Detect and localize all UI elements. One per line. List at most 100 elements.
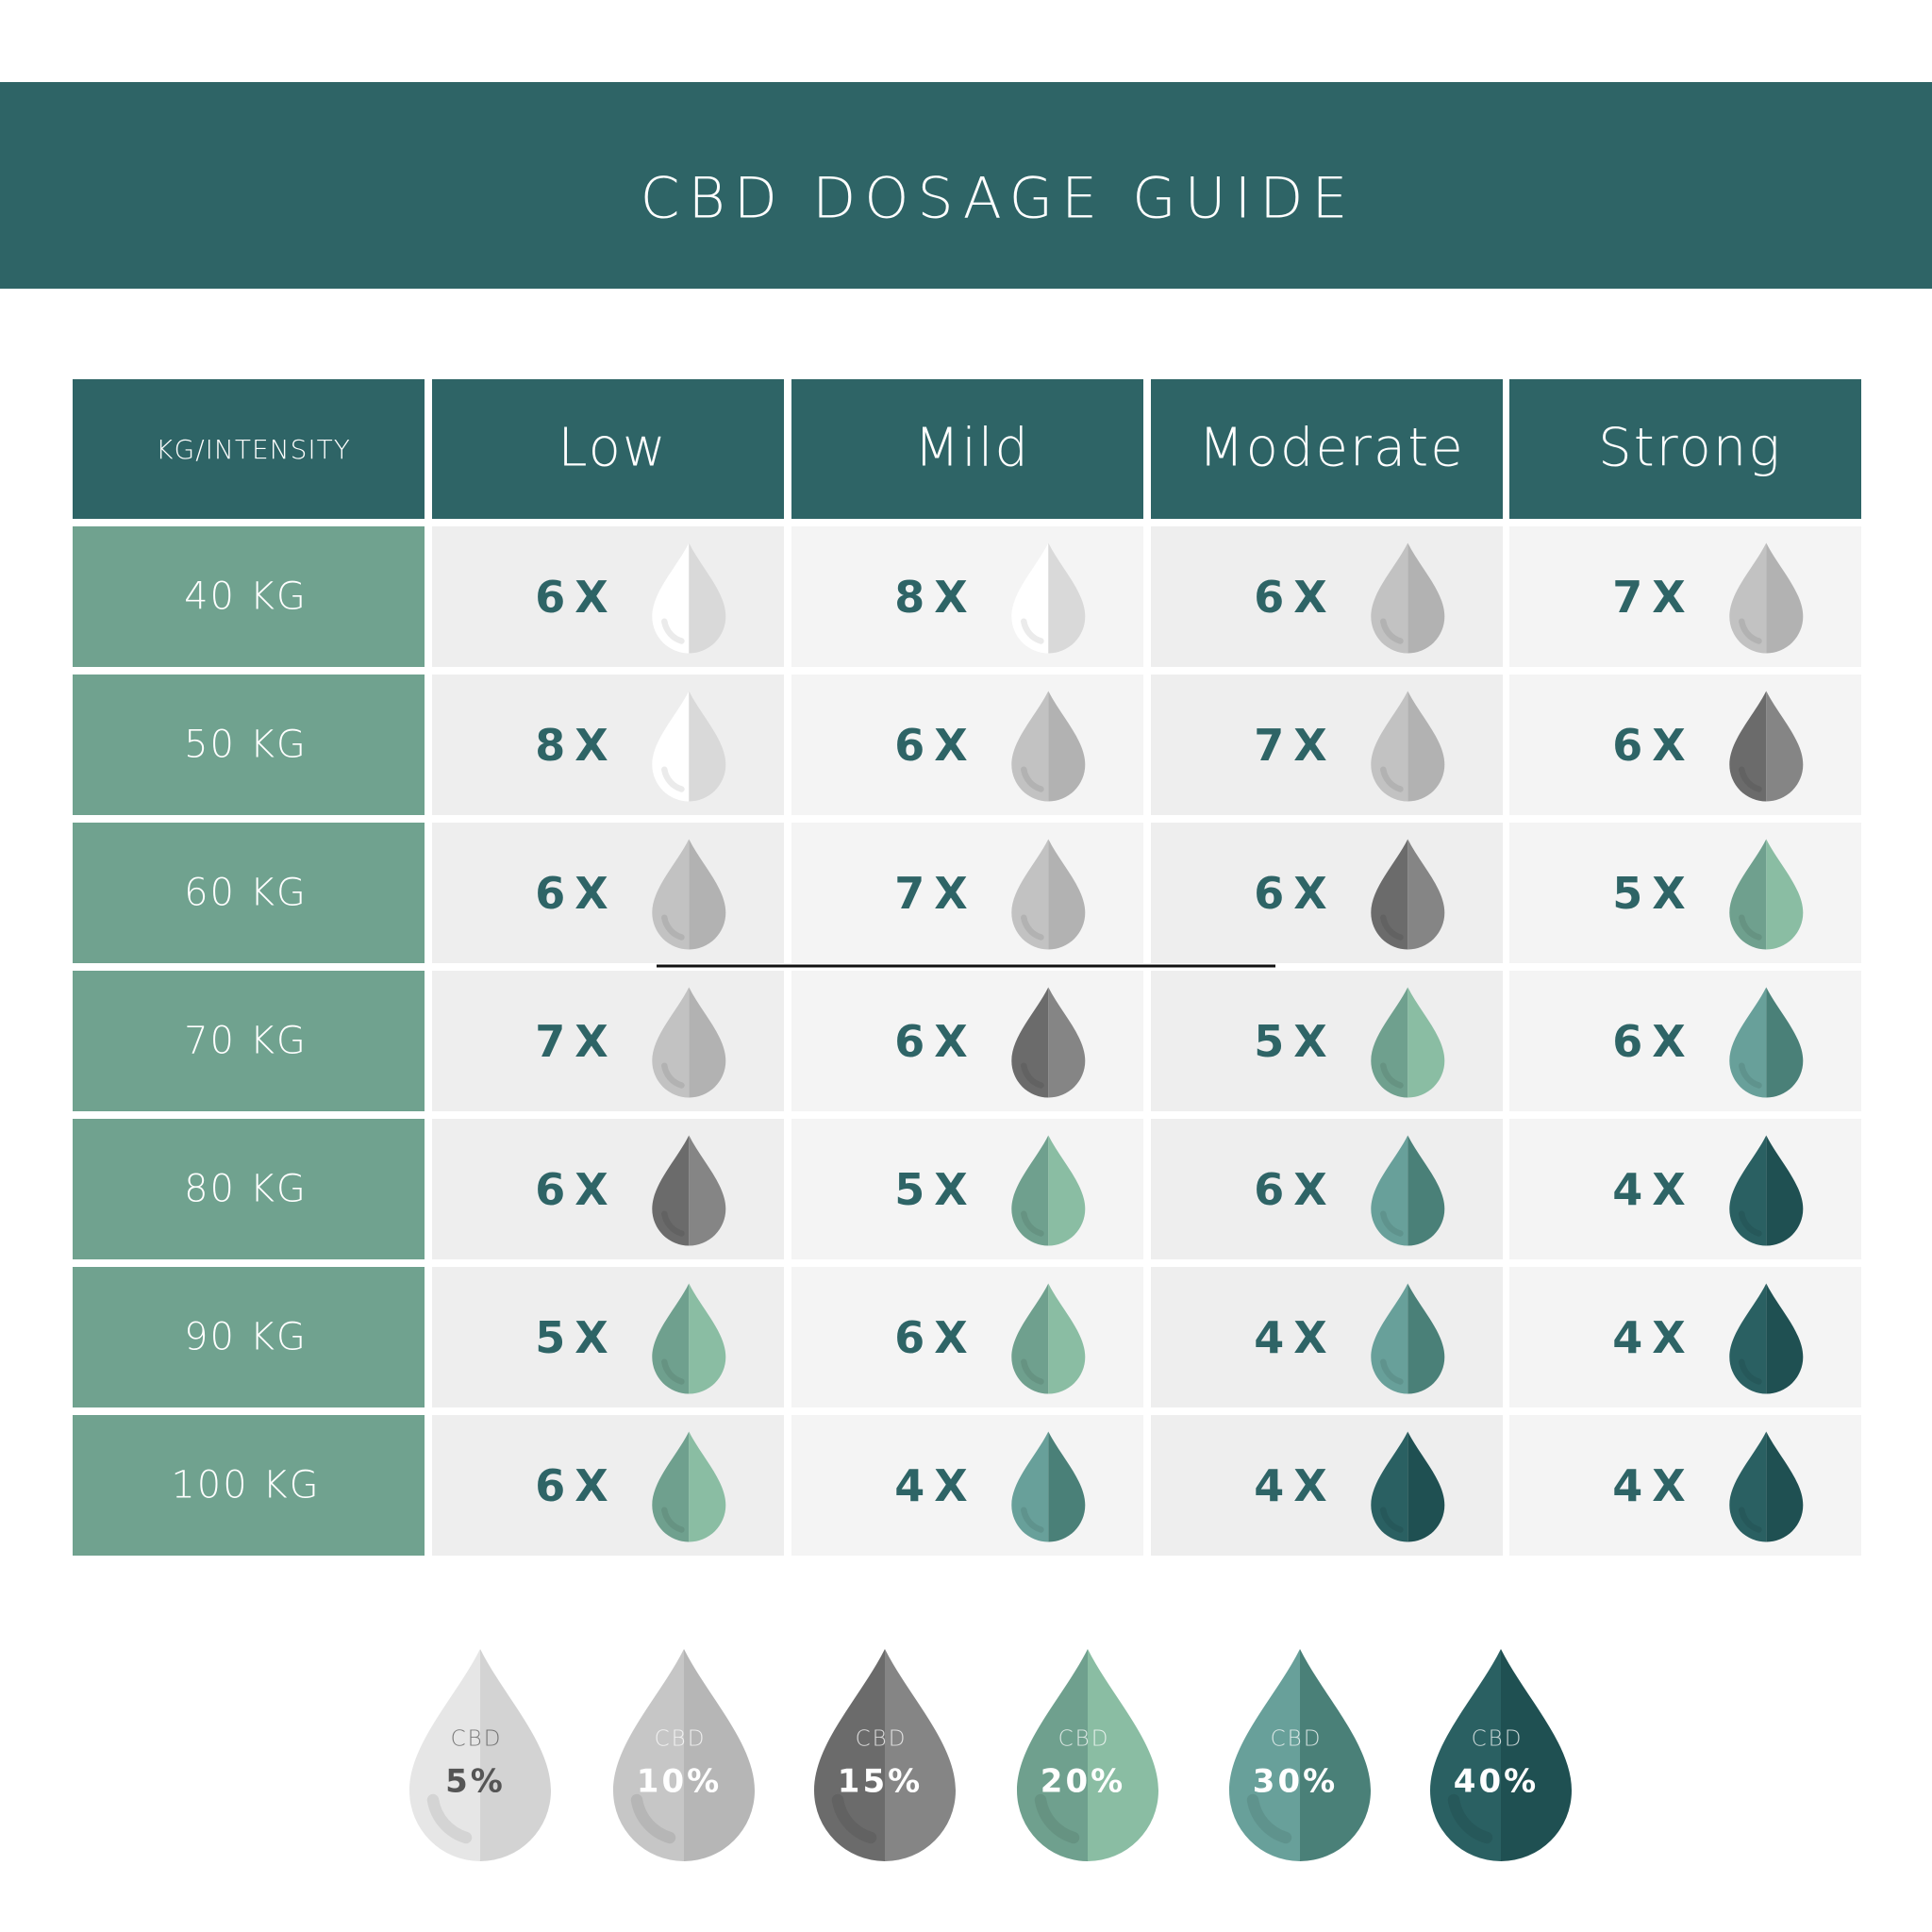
- drop: [1729, 987, 1804, 1098]
- legend-value: 40%: [1454, 1763, 1539, 1801]
- drop-right: [689, 1283, 726, 1394]
- drop-left: [652, 542, 690, 654]
- dose-cell: [1151, 823, 1503, 963]
- header-label: Moderate: [1198, 417, 1464, 478]
- header-label: Strong: [1598, 417, 1782, 478]
- dose-cell: [432, 675, 784, 815]
- drop-highlight: [1380, 1062, 1404, 1089]
- drop-left: [1011, 542, 1049, 654]
- drop-left: [409, 1649, 480, 1861]
- drop: [1371, 691, 1445, 802]
- drop: [1371, 839, 1445, 950]
- drop-left: [1371, 691, 1408, 802]
- dose-text: 6X: [1254, 572, 1336, 623]
- dose-cell: [432, 1119, 784, 1259]
- drop: [1430, 1649, 1572, 1861]
- drop-right: [684, 1649, 755, 1861]
- drop: [1371, 542, 1445, 654]
- dose-text: 6X: [1612, 720, 1694, 771]
- drop-right: [1407, 987, 1445, 1098]
- dose-cell: [432, 1267, 784, 1407]
- header-label: Mild: [914, 417, 1030, 478]
- dose-cell: [791, 526, 1143, 667]
- drop-right: [1766, 839, 1804, 950]
- row-label: 40 KG: [184, 575, 308, 619]
- drop-highlight: [1021, 1210, 1044, 1237]
- drop-right: [1048, 542, 1086, 654]
- drop-highlight: [426, 1793, 473, 1844]
- header-label: KG/INTENSITY: [156, 434, 351, 465]
- drop-left: [652, 839, 690, 950]
- drop-highlight: [661, 766, 685, 792]
- dose-text: 6X: [535, 868, 617, 919]
- drop-left: [1011, 691, 1049, 802]
- drop-left: [1371, 987, 1408, 1098]
- dose-text: 5X: [535, 1312, 617, 1363]
- drop-right: [689, 1431, 726, 1542]
- drop-right: [1407, 839, 1445, 950]
- drop: [1729, 1135, 1804, 1246]
- dose-text: 6X: [894, 1312, 976, 1363]
- header-cell: [432, 379, 784, 519]
- drop-right: [689, 1135, 726, 1246]
- dose-cell: [1509, 1267, 1861, 1407]
- drop-highlight: [661, 914, 685, 941]
- drop-left: [652, 1135, 690, 1246]
- header-cell: [1151, 379, 1503, 519]
- legend-label: CBD: [451, 1727, 503, 1752]
- drop-left: [1729, 691, 1767, 802]
- dose-text: 8X: [894, 572, 976, 623]
- header-cell: [73, 379, 425, 519]
- drop-right: [480, 1649, 551, 1861]
- drop-highlight: [1380, 1507, 1404, 1533]
- drop-left: [652, 1431, 690, 1542]
- dose-cell: [791, 971, 1143, 1111]
- drop-highlight: [630, 1793, 676, 1844]
- drop-highlight: [1246, 1793, 1292, 1844]
- drop: [613, 1649, 755, 1861]
- dose-text: 4X: [1612, 1460, 1694, 1511]
- dose-text: 5X: [1254, 1016, 1336, 1067]
- dose-cell: [432, 823, 784, 963]
- dose-cell: [1151, 1119, 1503, 1259]
- drop-left: [652, 1283, 690, 1394]
- drop: [1729, 1283, 1804, 1394]
- drop-highlight: [1739, 1358, 1762, 1385]
- drop-left: [1729, 1431, 1767, 1542]
- dose-text: 6X: [535, 1164, 617, 1215]
- drop-left: [613, 1649, 684, 1861]
- drop-left: [1729, 1135, 1767, 1246]
- drop-highlight: [1739, 1210, 1762, 1237]
- drop-right: [1048, 987, 1086, 1098]
- dose-cell: [791, 675, 1143, 815]
- legend-label: CBD: [1472, 1727, 1524, 1752]
- drop-highlight: [1380, 618, 1404, 644]
- dose-text: 4X: [1254, 1312, 1336, 1363]
- drop: [1011, 1135, 1086, 1246]
- drop-left: [1430, 1649, 1501, 1861]
- dose-cell: [1509, 823, 1861, 963]
- row-label-cell: [73, 1415, 425, 1556]
- drop-left: [1371, 1135, 1408, 1246]
- drop: [1011, 1283, 1086, 1394]
- drop: [1011, 839, 1086, 950]
- drop-left: [652, 987, 690, 1098]
- dose-text: 5X: [894, 1164, 976, 1215]
- drop-highlight: [1739, 914, 1762, 941]
- row-label-cell: [73, 1267, 425, 1407]
- dose-cell: [1509, 1119, 1861, 1259]
- row-label-cell: [73, 675, 425, 815]
- dose-cell: [1151, 1267, 1503, 1407]
- drop: [652, 691, 726, 802]
- drop-highlight: [661, 1507, 685, 1533]
- dose-cell: [432, 971, 784, 1111]
- dose-cell: [1509, 971, 1861, 1111]
- drop: [652, 1283, 726, 1394]
- drop-left: [1729, 987, 1767, 1098]
- title-banner: [0, 82, 1932, 289]
- dose-text: 7X: [535, 1016, 617, 1067]
- drop-highlight: [831, 1793, 877, 1844]
- drop: [1729, 542, 1804, 654]
- header-cell: [791, 379, 1143, 519]
- drop-right: [1501, 1649, 1572, 1861]
